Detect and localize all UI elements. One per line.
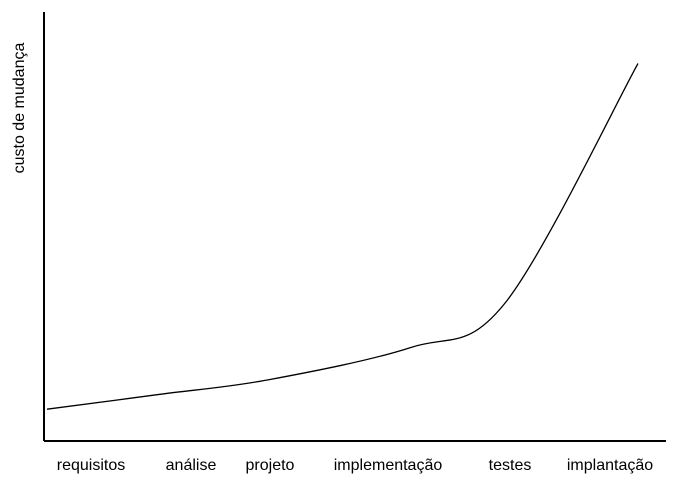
x-tick-label: análise [166,457,217,474]
series-group [46,63,639,410]
x-tick-label: testes [489,457,532,474]
x-tick-labels: requisitos análise projeto implementação tes… [57,457,653,474]
x-tick-label: requisitos [57,457,125,474]
y-axis-label: custo de mudança [11,43,28,174]
cost-curve-line [46,63,639,410]
x-tick-label: implantação [567,457,653,474]
x-tick-label: projeto [246,457,295,474]
x-tick-label: implementação [334,457,443,474]
